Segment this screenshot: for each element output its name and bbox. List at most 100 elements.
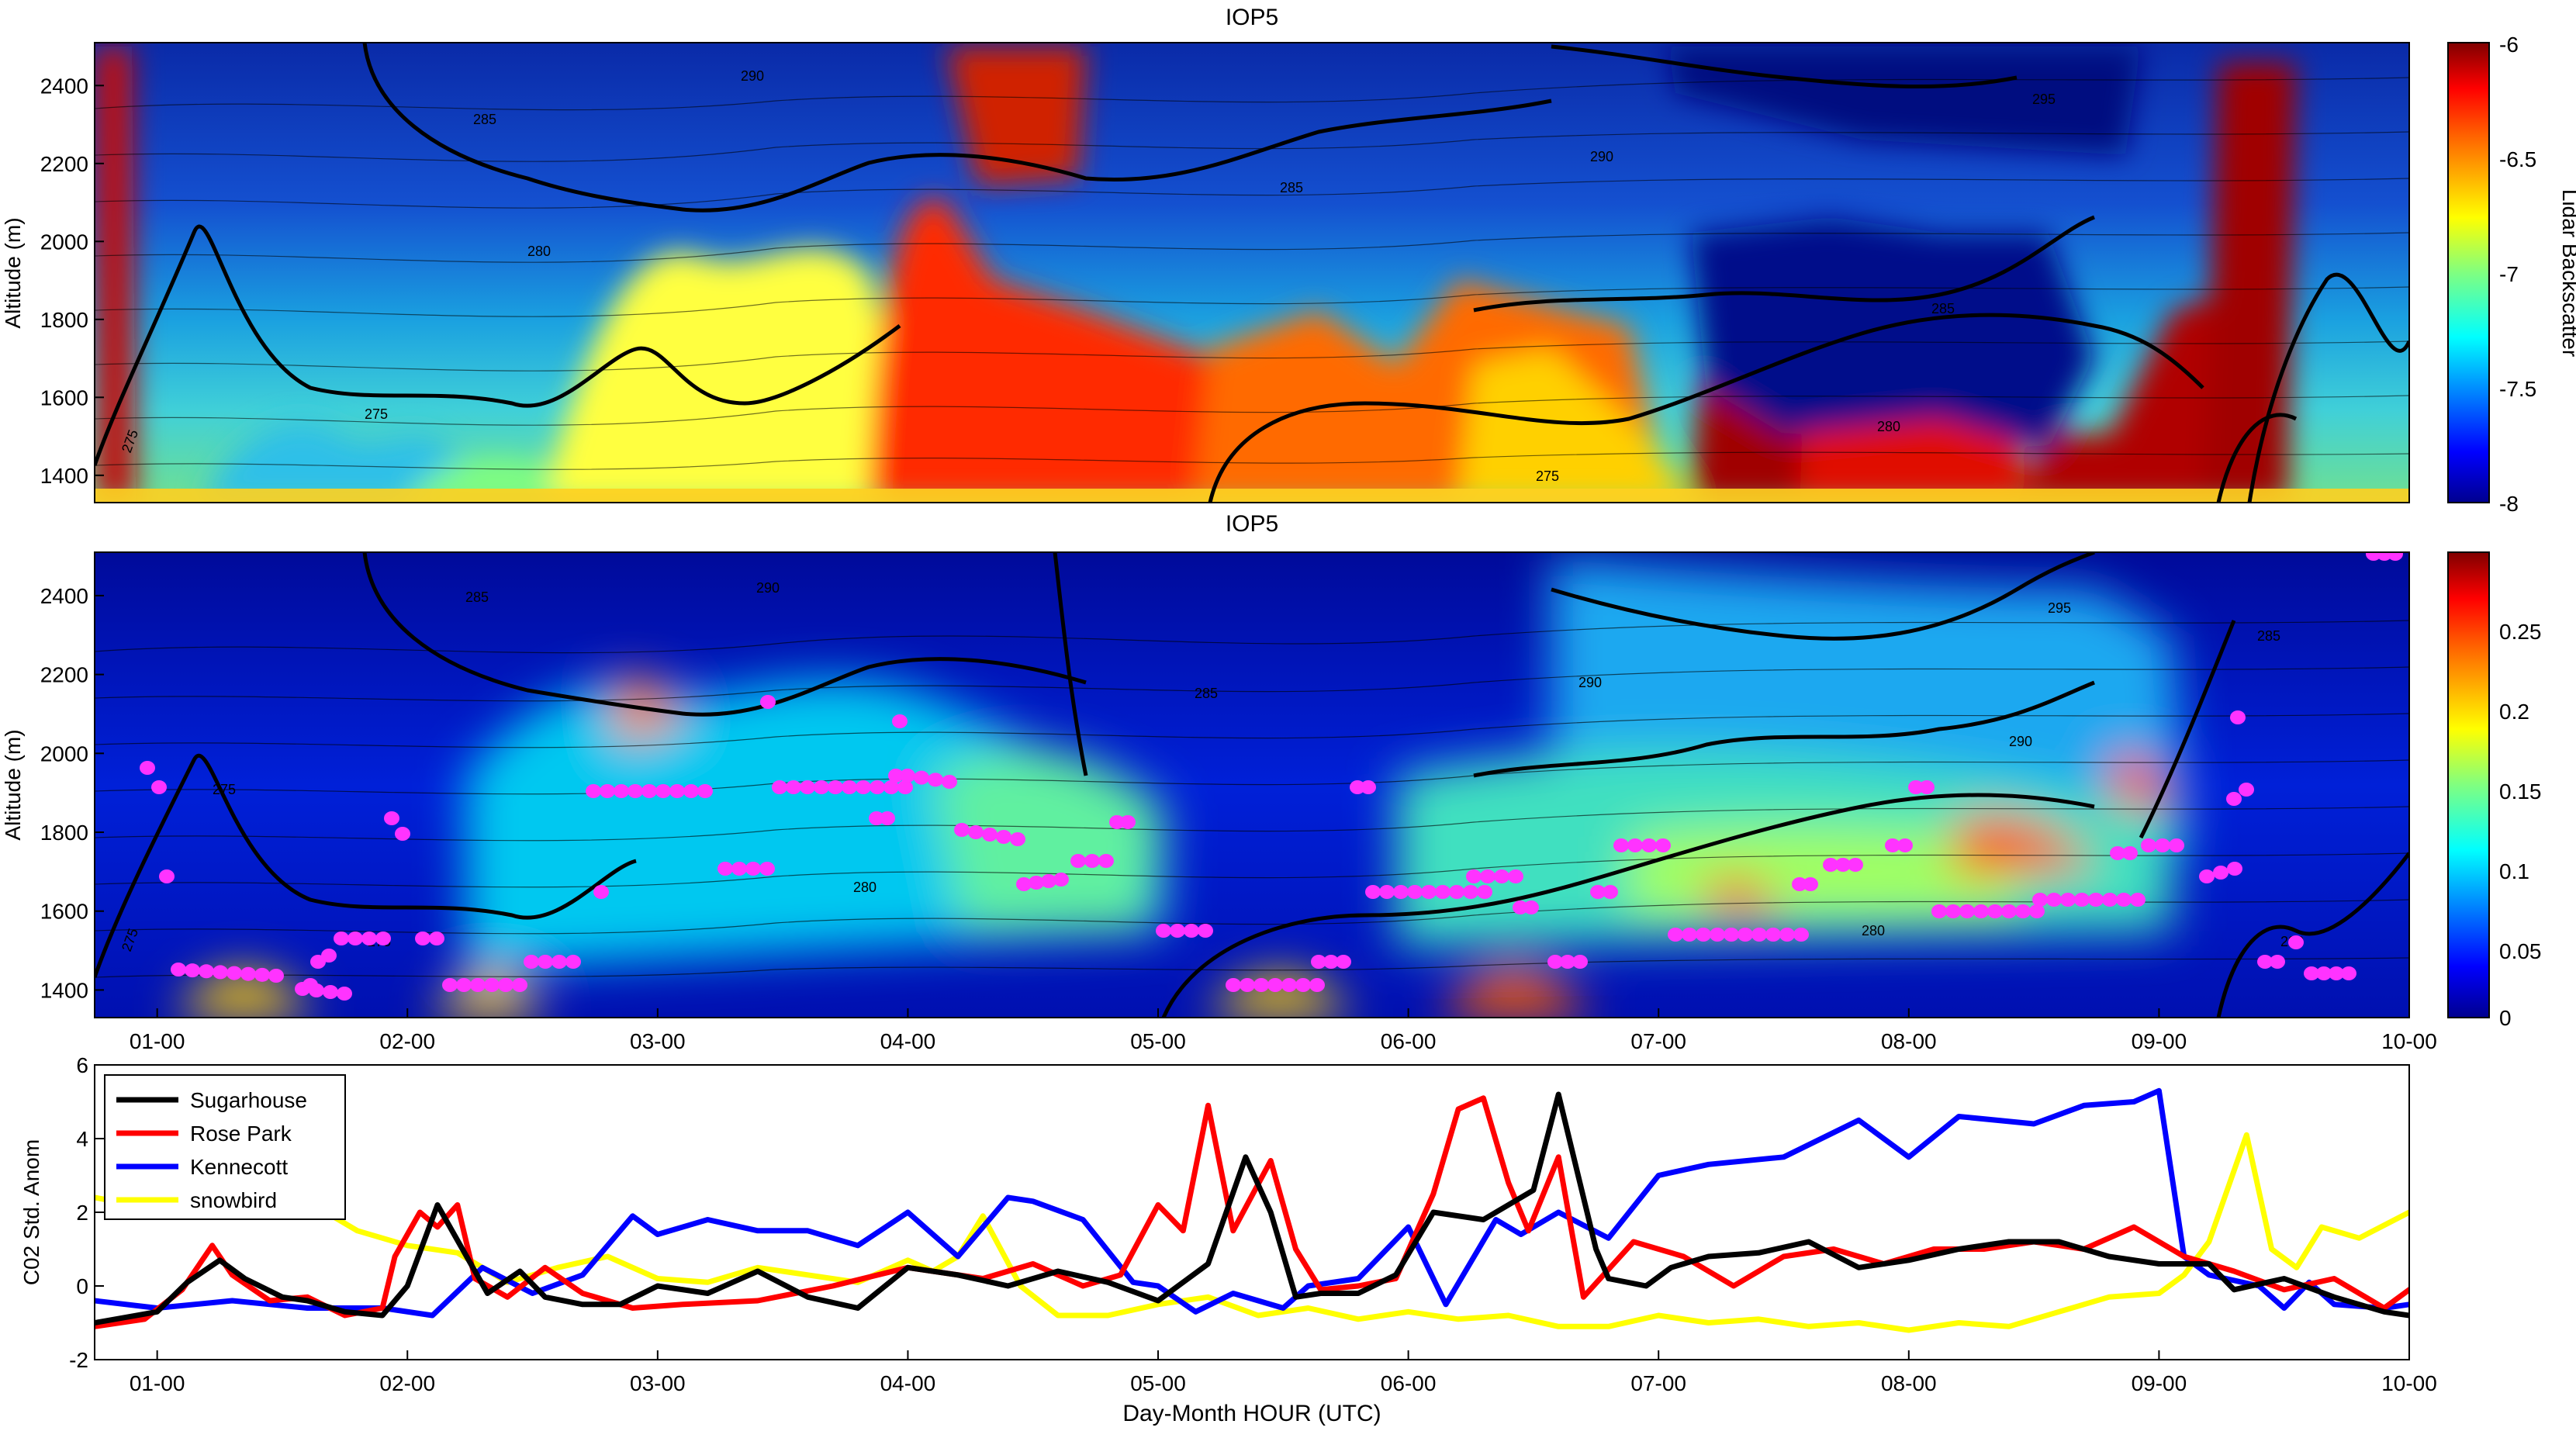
marker — [1523, 900, 1539, 914]
panel2-contour-label: 280 — [853, 880, 877, 895]
y-tick-label: 2400 — [40, 584, 88, 608]
y-tick-label: 2200 — [40, 152, 88, 176]
marker — [1547, 955, 1563, 969]
marker — [1120, 815, 1136, 829]
panel-co2-anomaly: -2 0 2 4 6 01-00 02-00 03-00 04-00 05-00 06-00 07-… — [19, 1053, 2437, 1426]
panel-lidar-backscatter: IOP5 — [1, 5, 2576, 516]
marker — [2226, 792, 2242, 806]
marker — [337, 987, 352, 1001]
marker — [759, 862, 775, 876]
marker — [942, 775, 957, 789]
marker — [1696, 928, 1711, 942]
marker — [1908, 780, 1924, 794]
marker — [2122, 846, 2138, 860]
panel2-contour-label: 295 — [2048, 600, 2071, 616]
marker — [2102, 893, 2118, 907]
marker — [1987, 904, 2003, 918]
marker — [1010, 832, 1025, 846]
panel2-heatmap: 275 275 275 280 280 280 285 285 285 290 … — [95, 552, 2409, 1018]
x-tick-label: 05-00 — [1130, 1371, 1186, 1395]
marker — [565, 955, 581, 969]
marker — [1668, 928, 1683, 942]
x-tick-label: 07-00 — [1630, 1029, 1686, 1053]
y-tick-label: 1400 — [40, 978, 88, 1002]
panel3-ylabel: C02 Std. Anom — [19, 1139, 43, 1285]
panel-second-field: IOP5 — [1, 511, 2542, 1053]
marker — [484, 978, 500, 992]
marker — [1226, 978, 1241, 992]
marker — [1041, 874, 1056, 888]
marker — [2341, 966, 2356, 980]
panel3-x-axis: 01-00 02-00 03-00 04-00 05-00 06-00 07-00 08-00… — [130, 1350, 2437, 1395]
panel2-cb-tick: 0.2 — [2499, 700, 2529, 724]
marker — [888, 769, 904, 783]
marker — [1421, 885, 1437, 899]
marker — [1765, 928, 1781, 942]
x-tick-label: 06-00 — [1381, 1029, 1437, 1053]
marker — [1323, 955, 1339, 969]
marker — [1016, 877, 1032, 891]
marker — [1897, 838, 1913, 852]
y-tick-label: 2000 — [40, 741, 88, 766]
panel1-y-axis: 1400 1600 1800 2000 2200 2400 — [40, 74, 104, 488]
marker — [1466, 869, 1482, 883]
y-tick-label: 1600 — [40, 385, 88, 410]
marker — [2304, 966, 2319, 980]
panel3-xlabel: Day-Month HOUR (UTC) — [1122, 1401, 1381, 1426]
marker — [213, 965, 228, 980]
panel2-x-axis: 01-00 02-00 03-00 04-00 05-00 06-00 07-00 08-00… — [130, 1008, 2437, 1053]
panel2-cb-tick: 0.1 — [2499, 859, 2529, 883]
panel1-heatmap: 275 275 280 285 285 290 290 295 280 285 … — [95, 43, 2409, 503]
marker — [2230, 710, 2246, 724]
marker — [415, 932, 430, 945]
marker — [1613, 838, 1629, 852]
legend-label: Kennecott — [190, 1155, 288, 1179]
marker — [1793, 928, 1809, 942]
marker — [1379, 885, 1395, 899]
y-tick-label: -2 — [69, 1348, 88, 1372]
panel1-contour-label: 275 — [1536, 468, 1559, 484]
marker — [1295, 978, 1311, 992]
panel2-contour-label: 285 — [1195, 686, 1218, 701]
panel2-cb-tick: 0.15 — [2499, 779, 2542, 804]
marker — [814, 780, 829, 794]
marker — [1184, 924, 1199, 938]
marker — [586, 784, 601, 798]
marker — [2015, 904, 2031, 918]
panel1-contour-label: 275 — [365, 406, 388, 422]
panel2-contour-label: 290 — [756, 580, 780, 596]
marker — [593, 885, 609, 899]
marker — [171, 963, 186, 976]
legend-label: Sugarhouse — [190, 1088, 307, 1112]
x-tick-label: 08-00 — [1881, 1029, 1937, 1053]
marker — [1361, 780, 1376, 794]
marker — [1641, 838, 1657, 852]
marker — [880, 811, 895, 825]
marker — [1350, 780, 1365, 794]
marker — [1792, 877, 1807, 891]
marker — [828, 780, 843, 794]
marker — [772, 780, 787, 794]
marker — [1513, 900, 1528, 914]
x-tick-label: 02-00 — [379, 1371, 435, 1395]
panel2-cb-tick: 0.25 — [2499, 620, 2542, 644]
marker — [1627, 838, 1643, 852]
marker — [869, 811, 884, 825]
marker — [151, 780, 167, 794]
marker — [1779, 928, 1795, 942]
panel1-contour-label: 280 — [1877, 419, 1900, 434]
marker — [1724, 928, 1739, 942]
marker — [303, 978, 318, 992]
marker — [1435, 885, 1451, 899]
marker — [1973, 904, 1989, 918]
marker — [1945, 904, 1961, 918]
panel2-contour-label: 290 — [2009, 734, 2032, 749]
marker — [2329, 966, 2344, 980]
marker — [1053, 873, 1069, 887]
marker — [2110, 846, 2125, 860]
marker — [2141, 838, 2156, 852]
marker — [856, 780, 871, 794]
marker — [1655, 838, 1671, 852]
marker — [1311, 955, 1326, 969]
marker — [1848, 858, 1863, 872]
